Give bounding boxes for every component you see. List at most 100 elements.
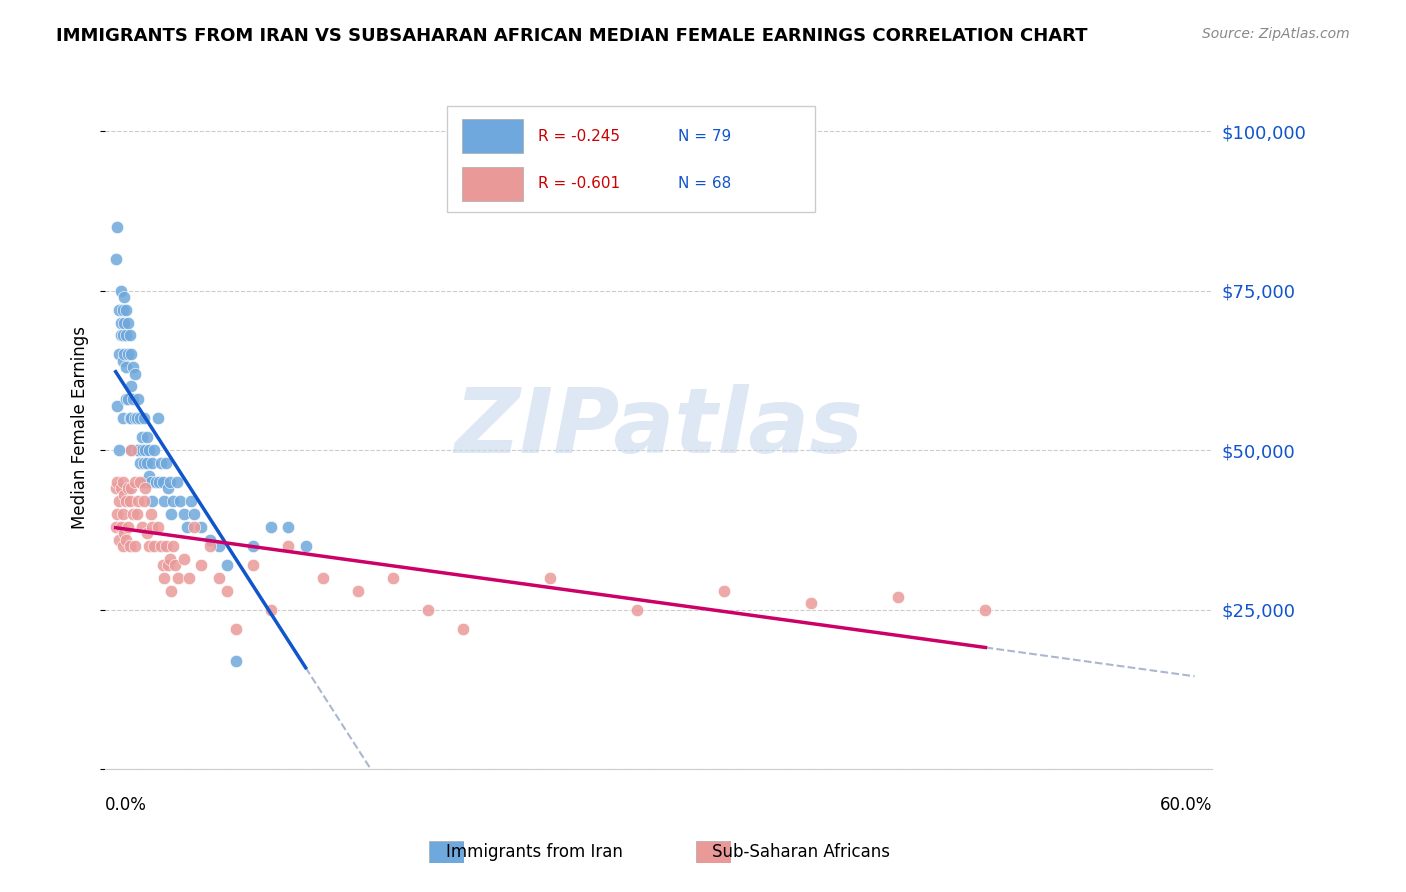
Text: R = -0.245: R = -0.245: [537, 128, 620, 144]
Point: [381, 571, 404, 585]
Point: [125, 443, 148, 458]
Bar: [461, 168, 523, 201]
Point: [312, 571, 335, 585]
Point: [150, 539, 173, 553]
Point: [159, 551, 181, 566]
Point: [143, 539, 166, 553]
Point: [124, 367, 146, 381]
Text: Sub-Saharan Africans: Sub-Saharan Africans: [713, 843, 890, 861]
Point: [127, 443, 149, 458]
Point: [122, 507, 145, 521]
Point: [120, 443, 142, 458]
Point: [125, 411, 148, 425]
Point: [626, 603, 648, 617]
Point: [162, 539, 184, 553]
Point: [155, 539, 177, 553]
Point: [153, 494, 176, 508]
Point: [108, 494, 131, 508]
Point: [183, 507, 205, 521]
Point: [190, 558, 212, 573]
Text: R = -0.601: R = -0.601: [537, 177, 620, 192]
Point: [183, 520, 205, 534]
Point: [242, 539, 264, 553]
Point: [167, 571, 190, 585]
Point: [173, 551, 195, 566]
Point: [160, 583, 183, 598]
Point: [117, 392, 139, 406]
Point: [159, 475, 181, 489]
Point: [131, 430, 153, 444]
Point: [104, 520, 127, 534]
Point: [112, 316, 135, 330]
Point: [347, 583, 370, 598]
Point: [207, 571, 229, 585]
Point: [115, 360, 138, 375]
Point: [112, 347, 135, 361]
Point: [115, 494, 138, 508]
Point: [177, 571, 200, 585]
Point: [111, 302, 134, 317]
Point: [277, 539, 299, 553]
Point: [416, 603, 439, 617]
Point: [176, 520, 198, 534]
Text: ZIPatlas: ZIPatlas: [454, 384, 863, 472]
Point: [277, 520, 299, 534]
Point: [117, 482, 139, 496]
Point: [120, 411, 142, 425]
Point: [134, 482, 156, 496]
Text: N = 68: N = 68: [678, 177, 731, 192]
Point: [117, 316, 139, 330]
Point: [207, 539, 229, 553]
Point: [225, 622, 247, 636]
Point: [111, 507, 134, 521]
Point: [111, 475, 134, 489]
Point: [136, 430, 159, 444]
Point: [163, 558, 186, 573]
Point: [111, 354, 134, 368]
Point: [134, 443, 156, 458]
Point: [107, 507, 129, 521]
Point: [124, 539, 146, 553]
Point: [108, 347, 131, 361]
Point: [153, 571, 176, 585]
Point: [217, 583, 239, 598]
Point: [800, 596, 823, 610]
Point: [217, 558, 239, 573]
Point: [141, 494, 163, 508]
Point: [104, 482, 127, 496]
Point: [122, 392, 145, 406]
Point: [120, 379, 142, 393]
Point: [110, 316, 132, 330]
Point: [173, 507, 195, 521]
Point: [242, 558, 264, 573]
Point: [156, 558, 179, 573]
Point: [120, 482, 142, 496]
Point: [150, 456, 173, 470]
Point: [198, 539, 221, 553]
Point: [111, 411, 134, 425]
Point: [132, 494, 155, 508]
Point: [129, 456, 152, 470]
Point: [107, 475, 129, 489]
Point: [451, 622, 474, 636]
Point: [139, 507, 162, 521]
Point: [974, 603, 997, 617]
Point: [112, 290, 135, 304]
Point: [124, 411, 146, 425]
Point: [131, 520, 153, 534]
Point: [118, 539, 141, 553]
Point: [166, 475, 188, 489]
Point: [110, 520, 132, 534]
Point: [118, 494, 141, 508]
Bar: [461, 120, 523, 153]
Point: [132, 456, 155, 470]
Point: [118, 328, 141, 343]
Point: [115, 302, 138, 317]
Point: [138, 539, 160, 553]
Point: [152, 475, 174, 489]
Text: Immigrants from Iran: Immigrants from Iran: [446, 843, 623, 861]
Point: [108, 533, 131, 547]
Point: [127, 392, 149, 406]
Point: [225, 654, 247, 668]
Point: [131, 443, 153, 458]
